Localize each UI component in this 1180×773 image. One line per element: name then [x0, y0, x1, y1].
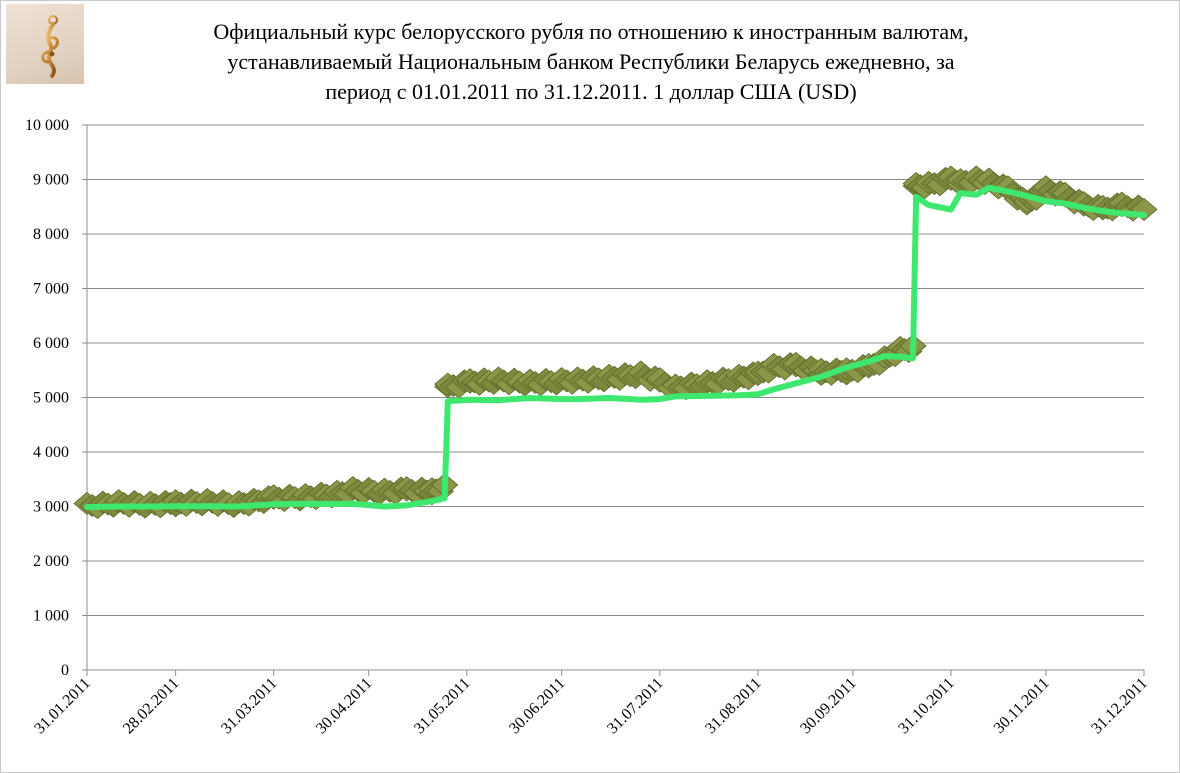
x-tick-label: 31.01.2011 — [31, 675, 94, 738]
x-tick-label: 31.10.2011 — [895, 675, 958, 738]
chart-title: Официальный курс белорусского рубля по о… — [111, 17, 1071, 107]
y-tick-label: 3 000 — [33, 499, 69, 516]
logo-pendant-image — [6, 4, 84, 84]
y-tick-label: 10 000 — [25, 117, 69, 134]
y-tick-label: 0 — [61, 662, 69, 679]
x-tick-label: 31.08.2011 — [702, 675, 765, 738]
y-axis-tick-labels: 0 1 000 2 000 3 000 4 000 5 000 6 000 7 000 8 00… — [25, 117, 69, 679]
chart-title-line-1: Официальный курс белорусского рубля по о… — [213, 19, 969, 44]
axes — [82, 124, 1145, 676]
x-axis-tick-labels: 31.01.2011 28.02.2011 31.03.2011 30.04.2011… — [31, 675, 1151, 738]
x-tick-label: 31.07.2011 — [604, 675, 667, 738]
chart-title-line-3: период с 01.01.2011 по 31.12.2011. 1 дол… — [325, 79, 857, 104]
x-tick-label: 30.04.2011 — [313, 675, 376, 738]
x-tick-label: 31.12.2011 — [1088, 675, 1151, 738]
y-tick-label: 5 000 — [33, 390, 69, 407]
y-tick-label: 4 000 — [33, 444, 69, 461]
x-tick-label: 31.03.2011 — [218, 675, 281, 738]
x-tick-label: 28.02.2011 — [120, 675, 183, 738]
x-tick-label: 30.11.2011 — [991, 675, 1053, 737]
y-tick-label: 7 000 — [33, 281, 69, 298]
y-tick-label: 1 000 — [33, 608, 69, 625]
y-tick-label: 8 000 — [33, 226, 69, 243]
pendant-icon — [41, 15, 59, 78]
textured-band-series — [73, 165, 1158, 520]
x-tick-label: 30.06.2011 — [506, 675, 569, 738]
y-tick-label: 6 000 — [33, 335, 69, 352]
rate-line-series — [84, 184, 1147, 510]
rate-line — [84, 184, 1147, 510]
x-tick-label: 31.05.2011 — [411, 675, 474, 738]
y-tick-label: 9 000 — [33, 172, 69, 189]
chart-title-line-2: устанавливаемый Национальным банком Респ… — [227, 49, 955, 74]
y-tick-label: 2 000 — [33, 553, 69, 570]
x-tick-label: 30.09.2011 — [797, 675, 860, 738]
